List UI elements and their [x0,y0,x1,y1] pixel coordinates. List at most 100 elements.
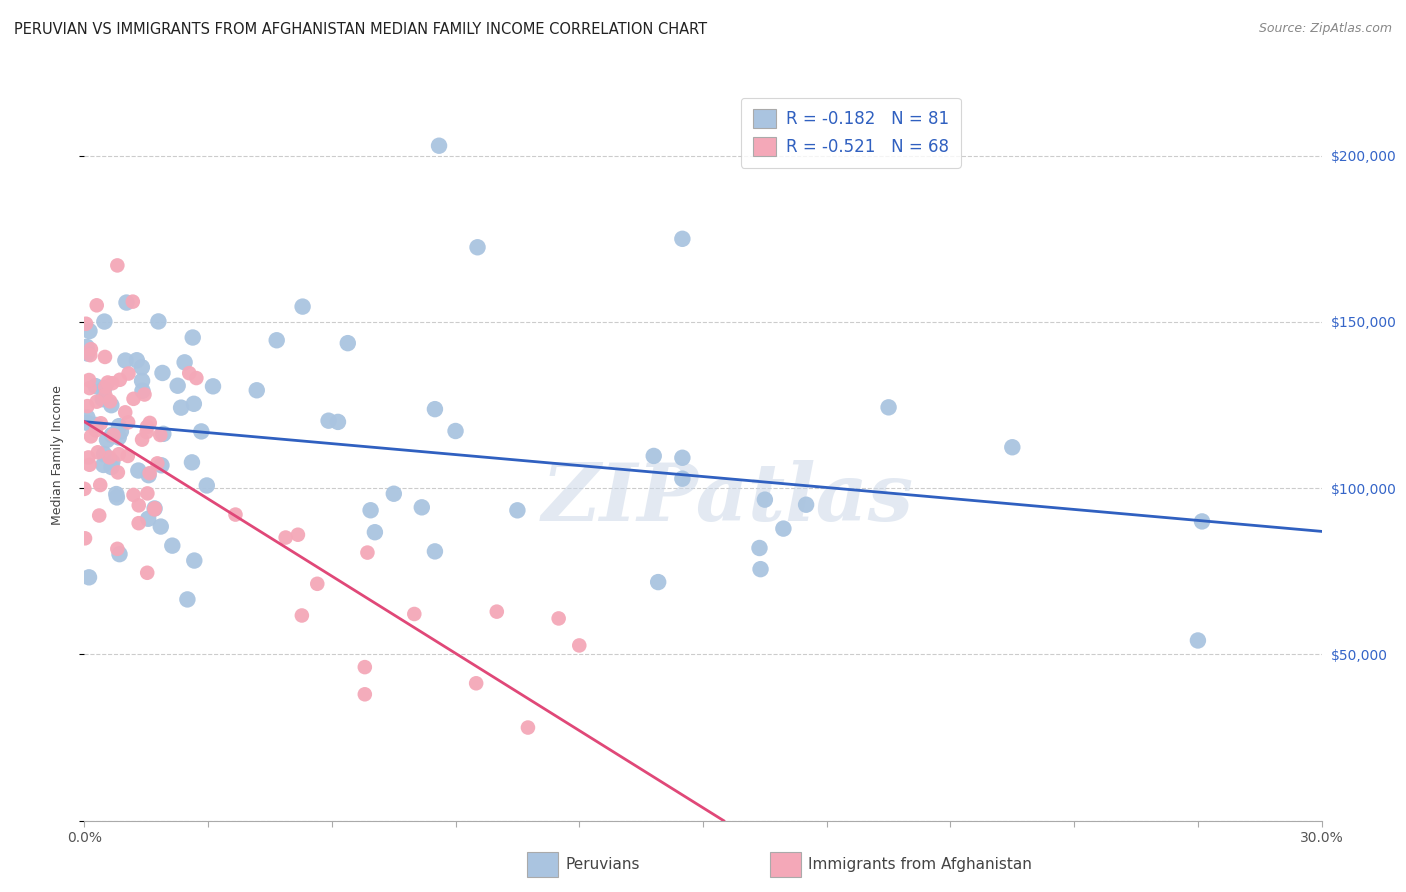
Point [647,575,669,590]
Point [87,445,110,459]
Point [117,367,139,381]
Text: Immigrants from Afghanistan: Immigrants from Afghanistan [808,857,1032,871]
Point [115,295,138,310]
Point [671,450,693,465]
Point [516,721,538,735]
Y-axis label: Median Family Income: Median Family Income [51,385,63,524]
Point [138,416,160,430]
Point [195,478,218,492]
Point [101,455,124,469]
Point [93,314,115,328]
Point [108,447,131,461]
Point [96,433,118,447]
Point [135,425,157,439]
Point [121,294,143,309]
Point [105,541,128,556]
Point [84,423,107,437]
Point [110,425,132,439]
Point [485,605,508,619]
Point [76,399,98,413]
Point [131,374,153,388]
Point [146,456,169,470]
Point [568,639,591,653]
Point [79,348,101,362]
Point [94,388,117,402]
Point [76,416,98,430]
Point [84,417,107,432]
Point [76,410,98,425]
Point [274,531,297,545]
Point [91,392,114,407]
Point [107,430,129,444]
Point [76,346,98,360]
Point [122,392,145,406]
Point [179,366,201,380]
Text: PERUVIAN VS IMMIGRANTS FROM AFGHANISTAN MEDIAN FAMILY INCOME CORRELATION CHART: PERUVIAN VS IMMIGRANTS FROM AFGHANISTAN … [14,22,707,37]
Point [1191,515,1213,529]
Point [444,424,467,438]
Point [117,449,139,463]
Point [84,379,107,393]
Point [114,353,136,368]
Point [671,232,693,246]
Point [98,450,121,465]
Point [94,380,117,394]
Point [108,419,131,434]
Point [149,428,172,442]
Point [201,379,224,393]
Point [143,501,166,516]
Point [131,360,153,375]
Point [105,491,128,505]
Point [79,324,101,338]
Point [148,314,170,328]
Point [134,387,156,401]
Point [404,607,426,621]
Point [107,466,129,480]
Point [152,426,174,441]
Point [125,353,148,368]
Point [94,350,117,364]
Point [100,398,122,412]
Point [77,450,100,465]
Point [150,458,173,473]
Point [506,503,529,517]
Legend: R = -0.182   N = 81, R = -0.521   N = 68: R = -0.182 N = 81, R = -0.521 N = 68 [741,97,960,168]
Point [131,384,153,398]
Point [671,472,693,486]
Point [748,541,770,555]
Point [143,501,166,516]
Point [643,449,665,463]
Text: Source: ZipAtlas.com: Source: ZipAtlas.com [1258,22,1392,36]
Point [77,373,100,387]
Point [360,503,382,517]
Point [77,570,100,584]
Point [181,455,204,469]
Point [89,478,111,492]
Point [149,519,172,533]
Point [176,592,198,607]
Point [136,512,159,526]
Point [749,562,772,576]
Point [1187,633,1209,648]
Point [79,458,101,472]
Point [86,298,108,312]
Point [128,516,150,531]
Point [754,492,776,507]
Point [170,401,193,415]
Point [138,467,160,481]
Point [93,458,115,472]
Point [173,355,195,369]
Point [307,576,329,591]
Point [291,608,314,623]
Text: ZIPatlas: ZIPatlas [541,460,914,538]
Point [105,487,128,501]
Point [108,547,131,561]
Point [382,487,405,501]
Point [353,687,375,701]
Point [547,611,569,625]
Point [131,433,153,447]
Point [80,429,103,443]
Point [183,553,205,567]
Point [318,414,340,428]
Point [162,539,184,553]
